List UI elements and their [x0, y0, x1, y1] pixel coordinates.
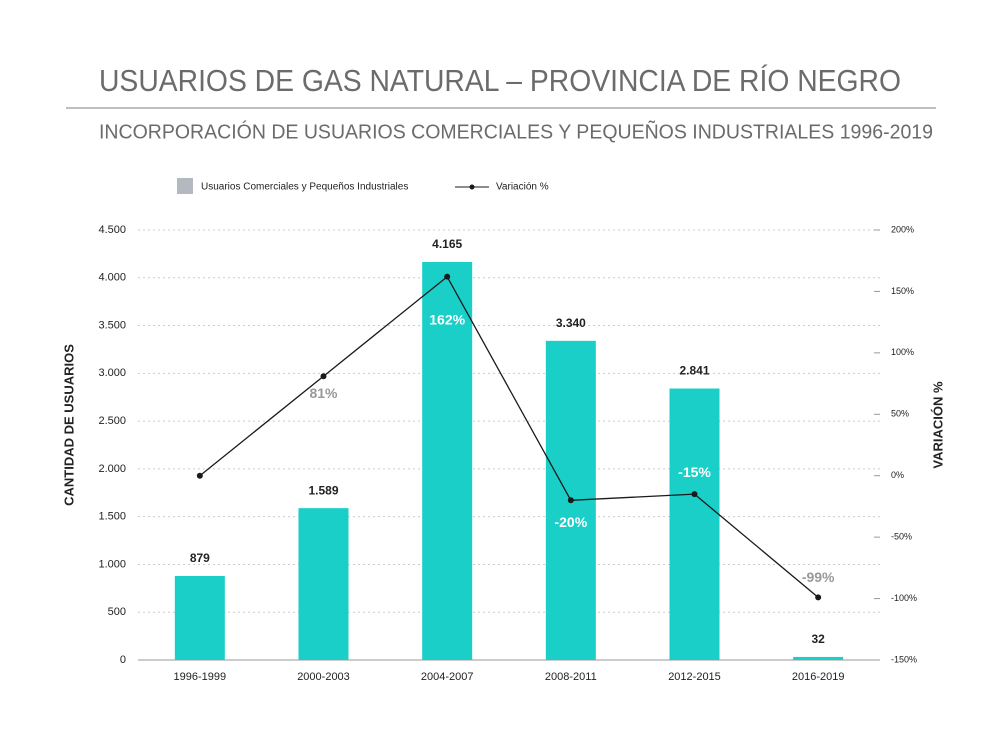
bar	[422, 262, 473, 660]
bar	[298, 508, 349, 660]
y2-tick-label: 100%	[891, 347, 914, 357]
y-tick-label: 3.000	[98, 367, 126, 379]
x-tick-label: 2008-2011	[545, 671, 597, 683]
legend-label: Usuarios Comerciales y Pequeños Industri…	[201, 182, 408, 193]
chart-title: USUARIOS DE GAS NATURAL – PROVINCIA DE R…	[99, 63, 901, 98]
y2-tick-label: -100%	[891, 593, 917, 603]
bar-value-label: 879	[190, 551, 210, 565]
x-tick-label: 1996-1999	[174, 671, 227, 683]
line	[199, 275, 819, 598]
line-marker	[196, 472, 203, 479]
y2-tick-label: -150%	[891, 654, 917, 664]
legend-swatch	[177, 178, 193, 194]
y-tick-label: 4.500	[98, 224, 126, 236]
line-value-label: -15%	[678, 464, 711, 480]
line-value-label: -20%	[554, 514, 587, 530]
bar-value-label: 32	[811, 632, 825, 646]
x-tick-label: 2016-2019	[792, 671, 845, 683]
line-marker	[320, 373, 327, 380]
bar	[793, 656, 844, 660]
y-tick-label: 0	[120, 654, 126, 666]
line-value-label: 162%	[429, 311, 465, 327]
line-marker	[567, 497, 574, 504]
bar-value-label: 2.841	[679, 364, 709, 378]
legend-label: Variación %	[496, 182, 549, 193]
x-tick-label: 2000-2003	[297, 671, 350, 683]
bar	[174, 576, 225, 660]
line-value-label: -99%	[802, 569, 835, 585]
line-marker	[444, 273, 451, 280]
bar-value-label: 4.165	[432, 237, 462, 251]
y-tick-label: 2.500	[98, 415, 126, 427]
bar-value-label: 1.589	[308, 483, 338, 497]
y2-tick-label: 50%	[891, 409, 909, 419]
x-tick-label: 2004-2007	[421, 671, 474, 683]
y-tick-label: 500	[108, 606, 126, 618]
y-tick-label: 4.000	[98, 272, 126, 284]
y-tick-label: 1.500	[98, 511, 126, 523]
x-tick-label: 2012-2015	[668, 671, 721, 683]
bar-value-label: 3.340	[556, 316, 586, 330]
line-marker	[815, 594, 822, 601]
y2-tick-label: 200%	[891, 224, 914, 234]
bar	[669, 388, 720, 660]
y2-tick-label: 0%	[891, 470, 904, 480]
y-axis-label: CANTIDAD DE USUARIOS	[61, 344, 76, 506]
chart-subtitle: INCORPORACIÓN DE USUARIOS COMERCIALES Y …	[99, 119, 933, 143]
y-tick-label: 3.500	[98, 319, 126, 331]
line-value-label: 81%	[309, 385, 338, 401]
y2-tick-label: -50%	[891, 532, 912, 542]
y-tick-label: 1.000	[98, 558, 126, 570]
y2-tick-label: 150%	[891, 286, 914, 296]
legend-marker	[469, 184, 475, 190]
y-tick-label: 2.000	[98, 463, 126, 475]
y2-axis-label: VARIACIÓN %	[930, 381, 945, 469]
line-marker	[691, 491, 698, 498]
